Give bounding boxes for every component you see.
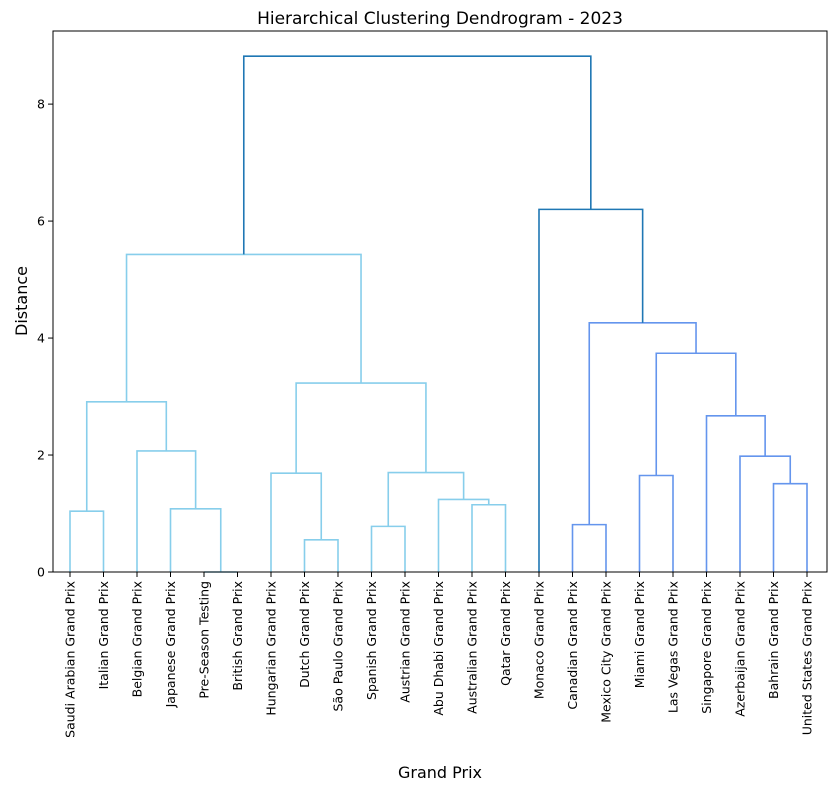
leaf-label: Pre-Season Testing	[197, 581, 212, 699]
leaf-label: Canadian Grand Prix	[565, 581, 580, 710]
dendrogram-link	[85, 401, 168, 512]
dendrogram-link	[705, 415, 766, 572]
dendrogram-links	[69, 55, 808, 573]
dendrogram-link	[169, 508, 222, 572]
x-axis: Saudi Arabian Grand Prix Italian Grand Pr…	[63, 572, 815, 738]
dendrogram-link	[437, 498, 490, 572]
dendrogram-link	[295, 382, 427, 474]
dendrogram-link	[655, 352, 737, 476]
dendrogram-link	[739, 455, 792, 572]
dendrogram-link	[370, 525, 406, 572]
leaf-label: Dutch Grand Prix	[297, 581, 312, 688]
leaf-label: Abu Dhabi Grand Prix	[431, 581, 446, 716]
leaf-label: Bahrain Grand Prix	[766, 581, 781, 699]
y-tick-label: 6	[37, 214, 45, 229]
y-tick-label: 0	[37, 565, 45, 580]
dendrogram-link	[638, 474, 674, 572]
leaf-label: Saudi Arabian Grand Prix	[63, 581, 78, 738]
leaf-label: British Grand Prix	[230, 581, 245, 691]
y-tick-label: 8	[37, 97, 45, 112]
leaf-label: Spanish Grand Prix	[364, 581, 379, 700]
dendrogram-link	[242, 55, 592, 255]
leaf-label: Austrian Grand Prix	[398, 581, 413, 703]
y-axis: 0 2 4 6 8	[37, 97, 53, 580]
leaf-label: Belgian Grand Prix	[130, 581, 145, 697]
chart-title: Hierarchical Clustering Dendrogram - 202…	[257, 9, 623, 29]
dendrogram-link	[125, 253, 362, 402]
leaf-label: Italian Grand Prix	[96, 581, 111, 689]
leaf-label: Australian Grand Prix	[465, 581, 480, 714]
dendrogram-link	[136, 450, 197, 572]
dendrogram-link	[571, 523, 607, 572]
dendrogram-link	[303, 539, 339, 572]
dendrogram-link	[588, 322, 697, 525]
dendrogram-link	[471, 503, 507, 572]
leaf-label: Singapore Grand Prix	[699, 581, 714, 714]
leaf-label: São Paulo Grand Prix	[331, 581, 346, 712]
dendrogram-link	[772, 482, 808, 572]
leaf-label: Miami Grand Prix	[632, 581, 647, 688]
leaf-label: Japanese Grand Prix	[163, 581, 178, 708]
x-axis-label: Grand Prix	[398, 763, 482, 782]
leaf-label: Mexico City Grand Prix	[599, 581, 614, 723]
leaf-label: Monaco Grand Prix	[532, 581, 547, 699]
leaf-label: Azerbaijan Grand Prix	[733, 581, 748, 717]
dendrogram-link	[538, 208, 644, 572]
leaf-label: United States Grand Prix	[800, 581, 815, 735]
y-axis-label: Distance	[12, 266, 31, 336]
dendrogram-link	[387, 471, 465, 527]
y-tick-label: 4	[37, 331, 45, 346]
dendrogram-link	[69, 510, 105, 572]
leaf-label: Hungarian Grand Prix	[264, 581, 279, 716]
y-tick-label: 2	[37, 448, 45, 463]
dendrogram-link	[270, 472, 323, 572]
leaf-label: Las Vegas Grand Prix	[666, 581, 681, 713]
leaf-label: Qatar Grand Prix	[498, 581, 513, 686]
plot-frame	[52, 30, 828, 573]
